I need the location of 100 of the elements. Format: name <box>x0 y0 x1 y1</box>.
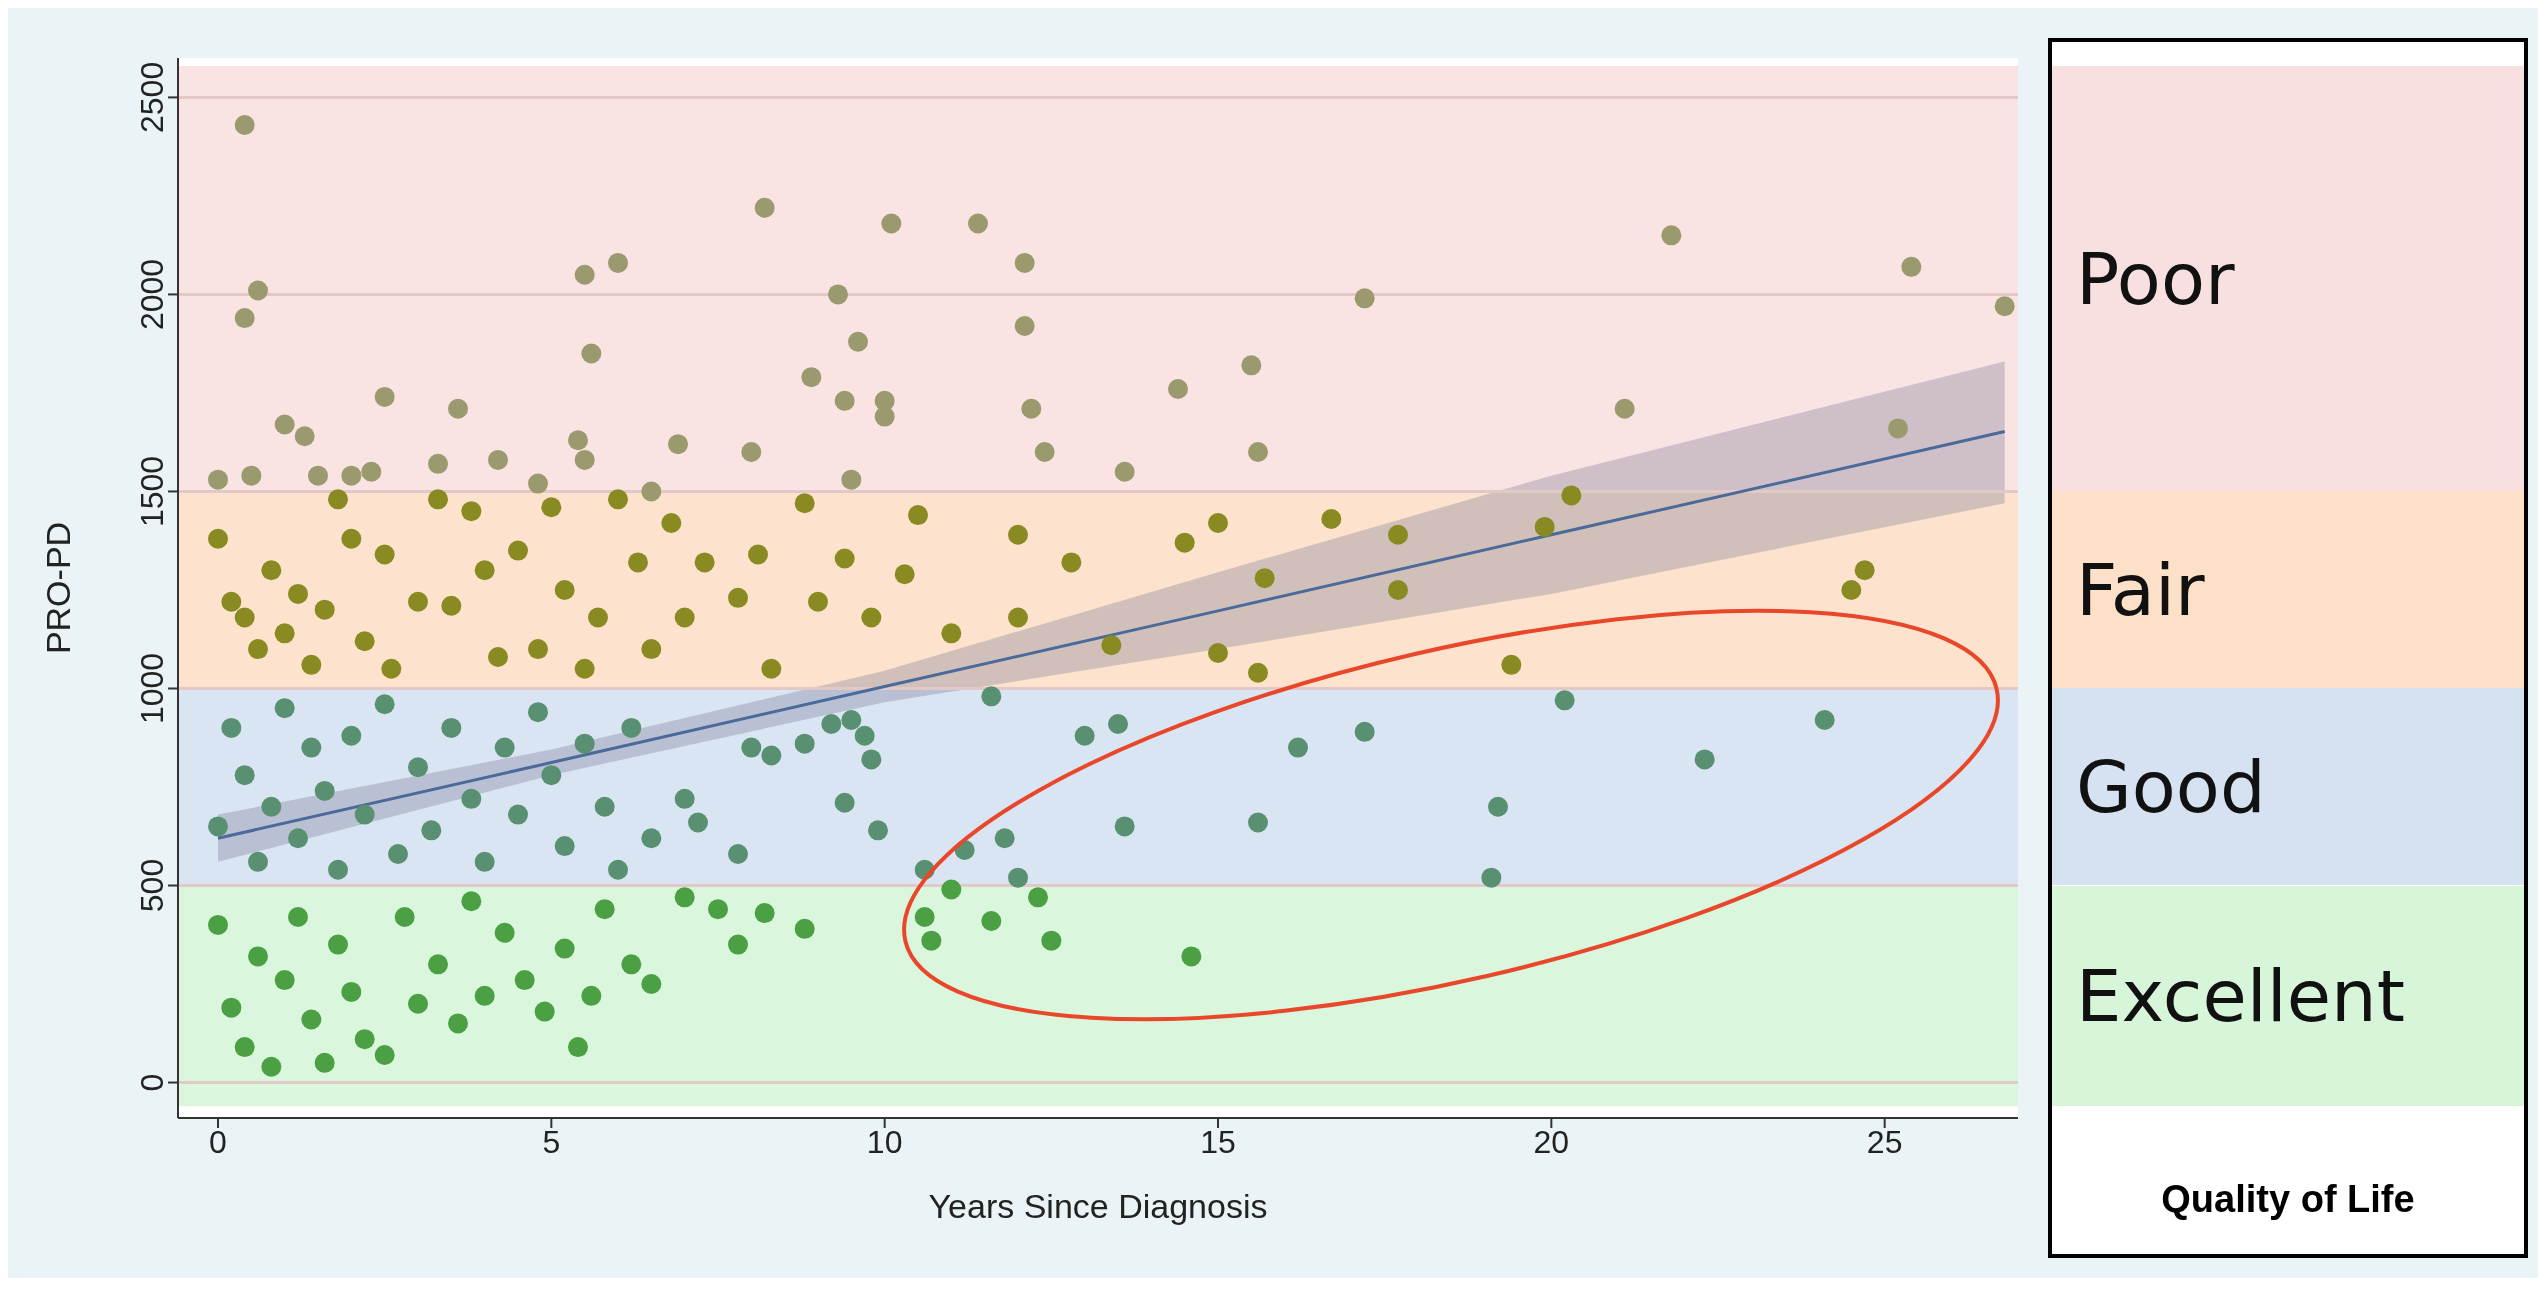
point <box>314 599 335 620</box>
point <box>234 765 255 786</box>
point <box>294 426 315 447</box>
point <box>628 552 648 573</box>
point <box>1208 643 1228 664</box>
point <box>574 658 595 679</box>
point <box>248 946 268 967</box>
point <box>794 918 815 939</box>
point <box>1288 737 1308 758</box>
point <box>221 591 242 612</box>
point <box>668 434 688 455</box>
point <box>234 607 255 628</box>
point <box>328 859 348 880</box>
point <box>261 1056 282 1077</box>
point <box>461 788 482 809</box>
point <box>908 505 928 526</box>
point <box>381 658 402 679</box>
point <box>221 717 242 738</box>
band-label: Poor <box>2052 65 2524 492</box>
point <box>208 816 228 837</box>
point <box>661 512 682 533</box>
point <box>608 859 628 880</box>
point <box>708 899 728 920</box>
point <box>448 1013 468 1034</box>
point <box>341 725 362 746</box>
point <box>301 737 322 758</box>
point <box>1008 524 1028 545</box>
point <box>441 595 462 616</box>
point <box>821 713 842 734</box>
point <box>1034 442 1055 463</box>
point <box>981 910 1002 931</box>
point <box>408 993 428 1014</box>
point <box>994 828 1015 849</box>
point <box>554 836 575 857</box>
point <box>248 851 268 872</box>
point <box>1014 315 1035 336</box>
point <box>508 540 528 561</box>
point <box>608 489 628 510</box>
point <box>941 879 962 900</box>
point <box>674 887 695 908</box>
point <box>308 465 328 486</box>
band-label: Excellent <box>2052 885 2524 1107</box>
point <box>854 725 875 746</box>
point <box>1248 442 1268 463</box>
point <box>1041 930 1062 951</box>
point <box>354 804 375 825</box>
point <box>588 607 608 628</box>
point <box>1021 398 1042 419</box>
point <box>968 213 988 234</box>
point <box>508 804 528 825</box>
point <box>574 449 595 470</box>
y-tick-label: 500 <box>134 858 171 913</box>
point <box>581 343 602 364</box>
point <box>834 548 855 569</box>
point <box>374 694 395 715</box>
point <box>914 907 935 928</box>
point <box>828 284 848 305</box>
point <box>1181 946 1202 967</box>
point <box>361 461 382 482</box>
point <box>1901 256 1922 277</box>
point <box>374 544 395 565</box>
point <box>748 544 768 565</box>
point <box>761 745 782 766</box>
point <box>274 414 295 435</box>
point <box>1388 524 1408 545</box>
point <box>688 812 708 833</box>
point <box>374 386 395 407</box>
point <box>1561 485 1582 506</box>
x-tick-label: 25 <box>1866 1123 1903 1160</box>
point <box>528 473 548 494</box>
point <box>641 639 662 660</box>
text: Quality of Life <box>2160 1178 2416 1221</box>
point <box>1241 355 1262 376</box>
point <box>941 623 962 644</box>
x-tick-label: 5 <box>542 1123 561 1160</box>
point <box>728 587 748 608</box>
point <box>474 985 495 1006</box>
point <box>794 493 815 514</box>
point <box>394 907 415 928</box>
point <box>474 560 495 581</box>
y-axis-title: PRO-PD <box>39 521 78 655</box>
y-tick-label: 1000 <box>134 652 171 725</box>
x-tick-label: 15 <box>1200 1123 1236 1160</box>
point <box>741 737 762 758</box>
point <box>1008 607 1028 628</box>
point <box>288 907 308 928</box>
point <box>921 930 942 951</box>
point <box>1208 512 1228 533</box>
point <box>388 843 408 864</box>
point <box>261 796 282 817</box>
point <box>868 820 888 841</box>
point <box>441 717 462 738</box>
point <box>1354 721 1375 742</box>
point <box>621 954 642 975</box>
point <box>461 891 482 912</box>
x-axis-title: Years Since Diagnosis <box>928 1187 1268 1225</box>
point <box>801 367 822 388</box>
point <box>1248 662 1268 683</box>
point <box>328 489 348 510</box>
point <box>494 737 515 758</box>
